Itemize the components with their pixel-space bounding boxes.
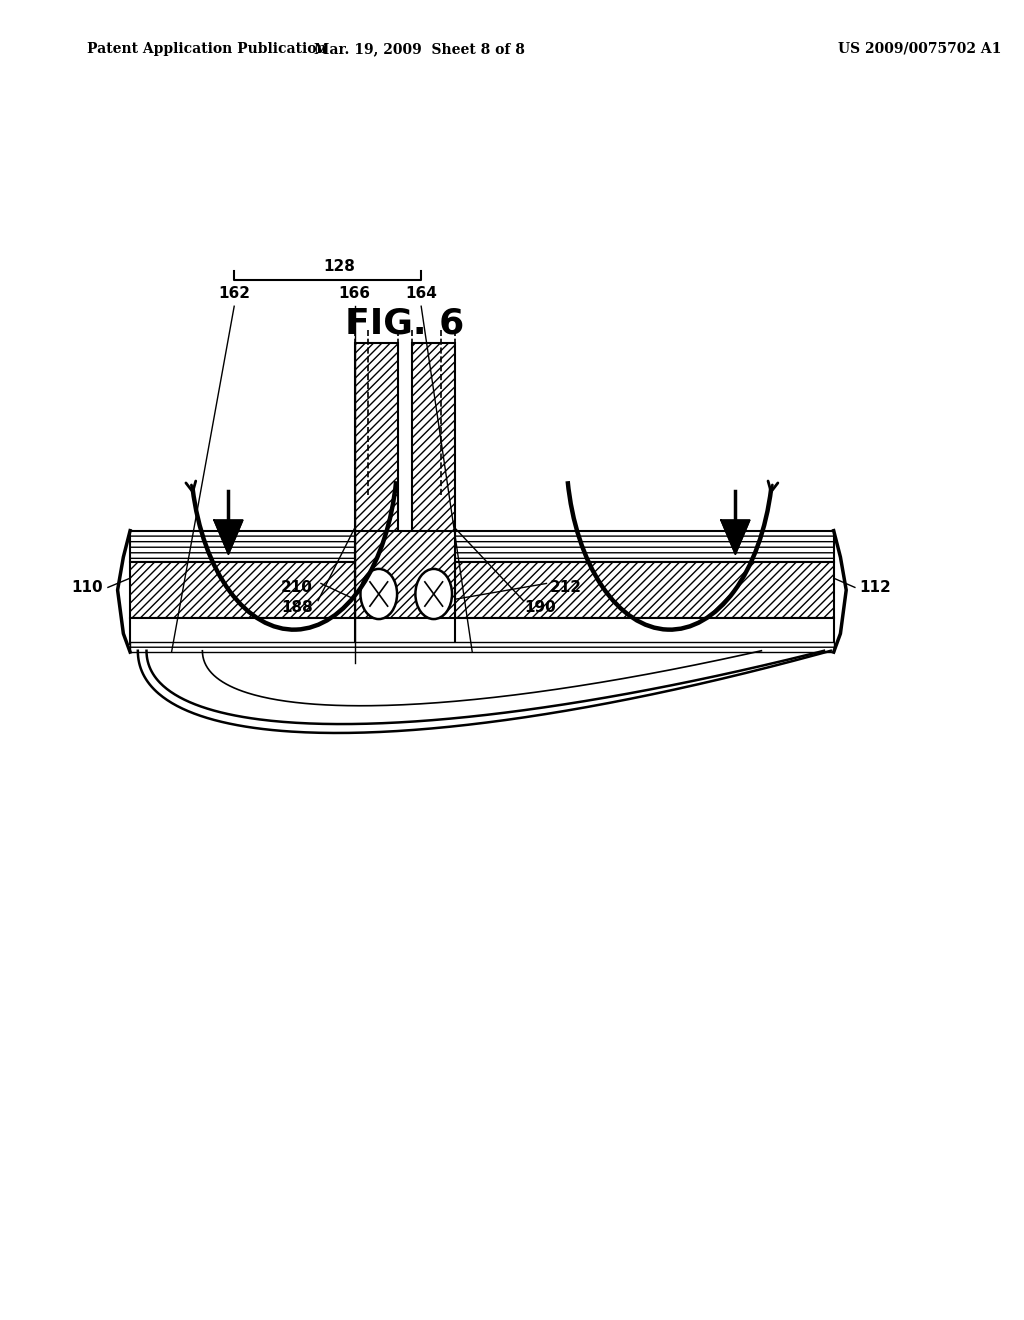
Bar (455, 531, 834, 562)
Text: 112: 112 (859, 579, 891, 595)
Text: 190: 190 (524, 599, 556, 615)
Bar (412, 343, 455, 544)
Bar (130, 642, 834, 652)
Text: 128: 128 (324, 259, 355, 275)
Circle shape (416, 569, 452, 619)
Bar (354, 531, 455, 618)
Text: FIG. 6: FIG. 6 (345, 306, 465, 341)
Text: 210: 210 (281, 579, 312, 595)
Text: US 2009/0075702 A1: US 2009/0075702 A1 (839, 42, 1001, 55)
Text: 110: 110 (71, 579, 102, 595)
Text: 164: 164 (406, 285, 437, 301)
Polygon shape (214, 520, 243, 554)
Bar (130, 531, 354, 562)
Bar (455, 618, 834, 644)
Text: 162: 162 (218, 285, 250, 301)
Bar (130, 562, 354, 618)
Bar (455, 562, 834, 618)
Bar (354, 343, 398, 544)
Polygon shape (721, 520, 750, 554)
Text: Patent Application Publication: Patent Application Publication (87, 42, 327, 55)
Bar (130, 618, 354, 644)
Text: 212: 212 (550, 579, 582, 595)
Circle shape (360, 569, 397, 619)
Text: 188: 188 (281, 599, 312, 615)
Text: Mar. 19, 2009  Sheet 8 of 8: Mar. 19, 2009 Sheet 8 of 8 (313, 42, 524, 55)
Text: 166: 166 (339, 285, 371, 301)
